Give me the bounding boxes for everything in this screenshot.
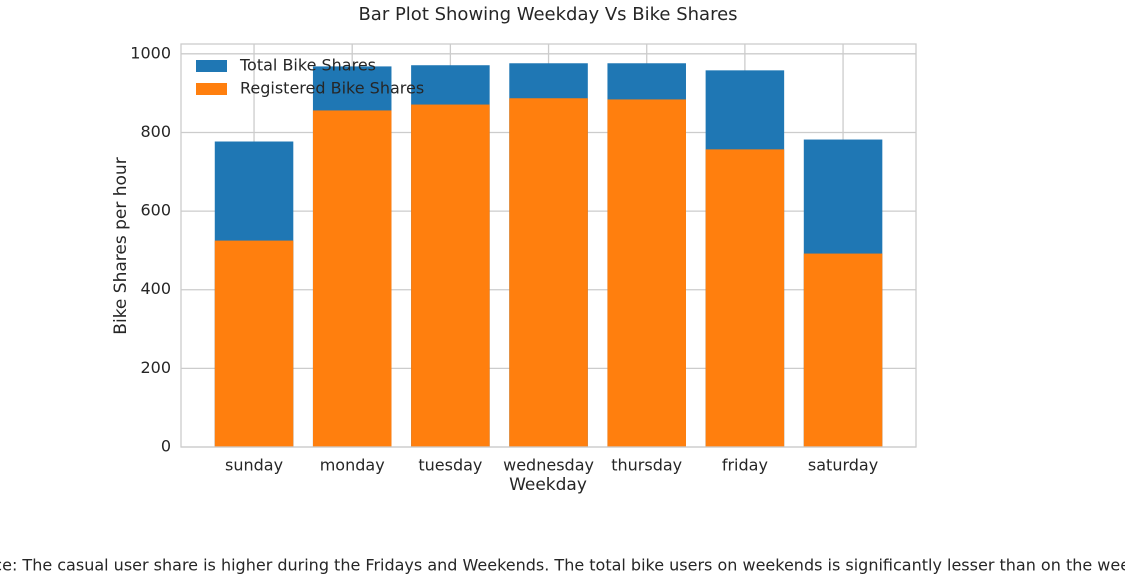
y-tick-label: 800 <box>140 122 171 141</box>
x-tick-label: thursday <box>611 456 682 475</box>
axes-frame <box>180 43 917 448</box>
y-tick-label: 400 <box>140 279 171 298</box>
x-tick-label: monday <box>320 456 385 475</box>
bar <box>803 253 883 447</box>
y-tick-label: 200 <box>140 358 171 377</box>
y-tick-label: 600 <box>140 201 171 220</box>
legend-swatch <box>196 60 227 72</box>
bar <box>214 240 294 447</box>
chart-title: Bar Plot Showing Weekday Vs Bike Shares <box>358 4 737 25</box>
x-axis-label: Weekday <box>509 475 587 495</box>
bar <box>411 104 490 448</box>
bar <box>607 99 686 447</box>
legend-label: Total Bike Shares <box>239 56 376 75</box>
note: Inference: The casual user share is high… <box>0 556 1125 575</box>
x-tick-label: wednesday <box>503 456 594 475</box>
x-tick-label: tuesday <box>418 456 482 475</box>
x-tick-label: friday <box>722 456 768 475</box>
bar <box>705 149 785 447</box>
x-tick-label: sunday <box>225 456 283 475</box>
x-tick-label: saturday <box>808 456 878 475</box>
y-tick-label: 0 <box>161 437 171 456</box>
legend-swatch <box>196 83 227 95</box>
legend-label: Registered Bike Shares <box>240 79 424 98</box>
bar <box>312 110 392 447</box>
y-tick-label: 1000 <box>130 43 171 62</box>
bar <box>509 98 588 447</box>
y-axis-label: Bike Shares per hour <box>111 157 131 334</box>
